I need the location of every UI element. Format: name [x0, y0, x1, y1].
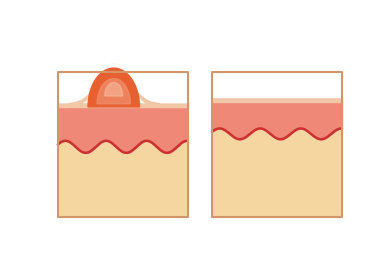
Polygon shape [88, 68, 140, 107]
Polygon shape [97, 79, 130, 104]
Polygon shape [105, 82, 123, 96]
Bar [212, 73, 342, 217]
Polygon shape [212, 129, 342, 217]
Bar [58, 73, 188, 217]
Polygon shape [58, 141, 188, 217]
